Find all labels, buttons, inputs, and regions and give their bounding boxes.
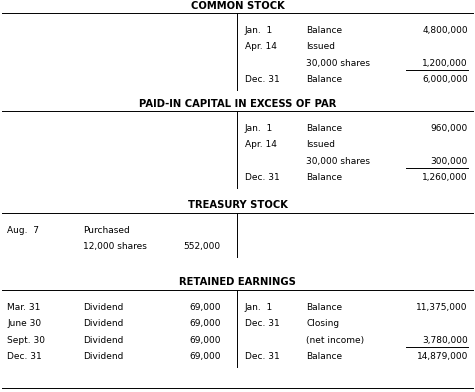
Text: 69,000: 69,000 bbox=[190, 303, 221, 312]
Text: Dividend: Dividend bbox=[83, 352, 124, 361]
Text: Balance: Balance bbox=[306, 303, 342, 312]
Text: Aug.  7: Aug. 7 bbox=[7, 226, 39, 235]
Text: Balance: Balance bbox=[306, 124, 342, 133]
Text: Balance: Balance bbox=[306, 352, 342, 361]
Text: Apr. 14: Apr. 14 bbox=[245, 42, 276, 51]
Text: Issued: Issued bbox=[306, 42, 335, 51]
Text: 1,200,000: 1,200,000 bbox=[422, 59, 468, 68]
Text: Balance: Balance bbox=[306, 75, 342, 84]
Text: Mar. 31: Mar. 31 bbox=[7, 303, 40, 312]
Text: 30,000 shares: 30,000 shares bbox=[306, 157, 370, 166]
Text: Apr. 14: Apr. 14 bbox=[245, 140, 276, 149]
Text: Issued: Issued bbox=[306, 140, 335, 149]
Text: RETAINED EARNINGS: RETAINED EARNINGS bbox=[179, 277, 296, 287]
Text: Dec. 31: Dec. 31 bbox=[7, 352, 42, 361]
Text: Balance: Balance bbox=[306, 26, 342, 35]
Text: Purchased: Purchased bbox=[83, 226, 130, 235]
Text: 4,800,000: 4,800,000 bbox=[422, 26, 468, 35]
Text: TREASURY STOCK: TREASURY STOCK bbox=[188, 200, 287, 210]
Text: PAID-IN CAPITAL IN EXCESS OF PAR: PAID-IN CAPITAL IN EXCESS OF PAR bbox=[139, 99, 336, 109]
Text: 11,375,000: 11,375,000 bbox=[417, 303, 468, 312]
Text: Jan.  1: Jan. 1 bbox=[245, 303, 273, 312]
Text: Sept. 30: Sept. 30 bbox=[7, 336, 45, 345]
Text: Jan.  1: Jan. 1 bbox=[245, 124, 273, 133]
Text: 69,000: 69,000 bbox=[190, 336, 221, 345]
Text: 960,000: 960,000 bbox=[431, 124, 468, 133]
Text: COMMON STOCK: COMMON STOCK bbox=[190, 1, 285, 11]
Text: Dec. 31: Dec. 31 bbox=[245, 319, 279, 328]
Text: Dec. 31: Dec. 31 bbox=[245, 352, 279, 361]
Text: Jan.  1: Jan. 1 bbox=[245, 26, 273, 35]
Text: (net income): (net income) bbox=[306, 336, 364, 345]
Text: Dividend: Dividend bbox=[83, 319, 124, 328]
Text: 12,000 shares: 12,000 shares bbox=[83, 242, 147, 251]
Text: Dividend: Dividend bbox=[83, 303, 124, 312]
Text: 14,879,000: 14,879,000 bbox=[417, 352, 468, 361]
Text: 300,000: 300,000 bbox=[431, 157, 468, 166]
Text: June 30: June 30 bbox=[7, 319, 41, 328]
Text: Dec. 31: Dec. 31 bbox=[245, 75, 279, 84]
Text: 6,000,000: 6,000,000 bbox=[422, 75, 468, 84]
Text: 30,000 shares: 30,000 shares bbox=[306, 59, 370, 68]
Text: Balance: Balance bbox=[306, 173, 342, 182]
Text: 552,000: 552,000 bbox=[184, 242, 221, 251]
Text: 1,260,000: 1,260,000 bbox=[422, 173, 468, 182]
Text: Dividend: Dividend bbox=[83, 336, 124, 345]
Text: 69,000: 69,000 bbox=[190, 352, 221, 361]
Text: 3,780,000: 3,780,000 bbox=[422, 336, 468, 345]
Text: Closing: Closing bbox=[306, 319, 340, 328]
Text: Dec. 31: Dec. 31 bbox=[245, 173, 279, 182]
Text: 69,000: 69,000 bbox=[190, 319, 221, 328]
